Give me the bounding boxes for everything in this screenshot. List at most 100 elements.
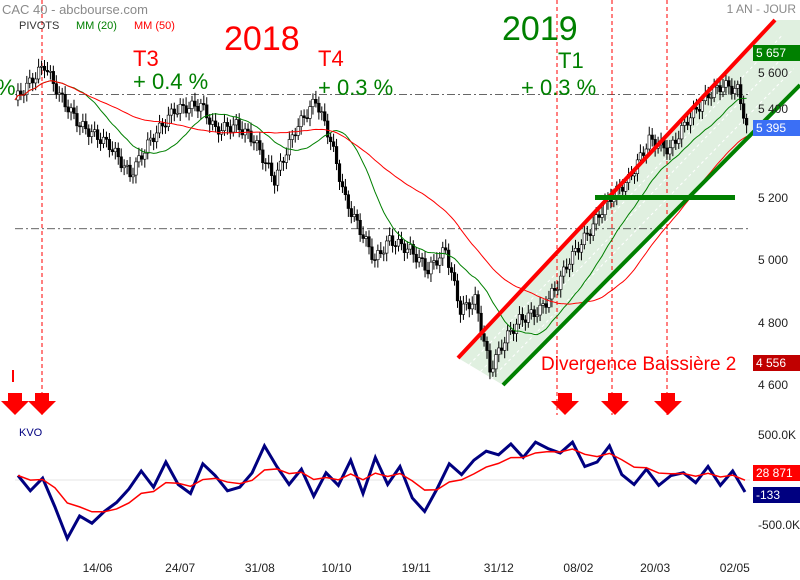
candle bbox=[317, 102, 321, 113]
x-tick: 31/08 bbox=[244, 561, 275, 575]
candle bbox=[293, 134, 297, 137]
candle bbox=[75, 113, 79, 127]
candle bbox=[441, 247, 445, 259]
candle bbox=[113, 147, 117, 153]
candle bbox=[63, 94, 67, 108]
candle bbox=[287, 139, 291, 156]
y-tick: 5 400 bbox=[758, 102, 789, 116]
candle bbox=[570, 251, 575, 265]
kvo-signal-tag: 28 871 bbox=[753, 465, 800, 481]
candle bbox=[588, 233, 592, 236]
x-tick: 19/11 bbox=[401, 561, 431, 575]
candle bbox=[641, 152, 645, 156]
candle bbox=[379, 250, 383, 255]
kvo-y-tick: 500.0K bbox=[758, 428, 797, 442]
candle bbox=[54, 83, 58, 95]
candle bbox=[211, 120, 215, 125]
candle bbox=[370, 246, 374, 260]
candle bbox=[199, 103, 203, 112]
candle bbox=[101, 136, 106, 144]
t1-label: T1 bbox=[558, 48, 584, 73]
candle bbox=[373, 259, 377, 261]
candle bbox=[128, 164, 132, 178]
candle bbox=[326, 120, 330, 138]
candle bbox=[432, 260, 436, 263]
candle bbox=[190, 100, 194, 109]
candle bbox=[184, 105, 188, 114]
candle bbox=[299, 115, 303, 127]
year-2019-label: 2019 bbox=[502, 10, 578, 48]
candle bbox=[275, 169, 280, 186]
down-arrow-icon bbox=[601, 393, 629, 415]
candle bbox=[402, 243, 407, 253]
mm50-line bbox=[14, 80, 747, 305]
legend-pivots: PIVOTS bbox=[19, 20, 60, 32]
candle bbox=[739, 84, 743, 104]
candle bbox=[517, 314, 522, 325]
candle bbox=[337, 163, 342, 182]
candle bbox=[405, 248, 409, 253]
candle bbox=[385, 240, 389, 254]
candle bbox=[532, 309, 536, 317]
candle bbox=[302, 115, 306, 118]
marker bbox=[12, 370, 14, 382]
candle bbox=[349, 208, 353, 217]
period-label[interactable]: 1 AN - JOUR bbox=[726, 2, 796, 16]
candle bbox=[700, 100, 704, 112]
high-price-tag: 5 657 bbox=[753, 45, 800, 61]
candle bbox=[485, 341, 489, 351]
candle bbox=[137, 155, 141, 163]
candle bbox=[45, 70, 50, 73]
candle bbox=[69, 107, 73, 113]
candle bbox=[323, 111, 327, 122]
x-tick: 10/10 bbox=[321, 561, 352, 575]
low-price-tag: 4 556 bbox=[753, 355, 800, 371]
candle bbox=[452, 272, 457, 282]
candle bbox=[175, 112, 179, 115]
down-arrow-icon bbox=[28, 393, 56, 415]
candle bbox=[140, 155, 144, 160]
candle bbox=[122, 165, 126, 169]
candle bbox=[621, 187, 625, 192]
candle bbox=[155, 132, 159, 143]
candle bbox=[565, 266, 569, 270]
candle bbox=[228, 126, 232, 133]
candle bbox=[671, 139, 675, 149]
trend-channel-fill bbox=[458, 20, 800, 385]
candle bbox=[647, 134, 651, 150]
t3-pct: + 0.4 % bbox=[133, 69, 209, 94]
candle bbox=[36, 66, 41, 80]
candle bbox=[93, 129, 97, 133]
candle bbox=[426, 269, 430, 275]
mm20-line bbox=[14, 80, 747, 336]
candle bbox=[39, 65, 44, 68]
candle bbox=[331, 141, 336, 147]
chart-title: CAC 40 - abcbourse.com bbox=[2, 2, 148, 17]
channel-lower-line bbox=[501, 83, 800, 387]
candle bbox=[258, 140, 262, 151]
candle bbox=[225, 122, 230, 127]
candle bbox=[358, 219, 362, 235]
candle bbox=[597, 214, 601, 218]
candle bbox=[632, 173, 637, 177]
candle bbox=[202, 103, 206, 106]
candle bbox=[246, 128, 250, 132]
y-tick: 5 600 bbox=[758, 66, 789, 80]
candle bbox=[744, 117, 749, 126]
candle bbox=[125, 164, 129, 167]
candle bbox=[264, 162, 268, 165]
candle bbox=[494, 354, 498, 370]
candle bbox=[255, 140, 259, 144]
candle bbox=[491, 368, 495, 373]
candle bbox=[146, 139, 150, 154]
candle bbox=[270, 162, 274, 176]
candle bbox=[334, 146, 339, 164]
candle bbox=[482, 333, 486, 342]
candle bbox=[559, 275, 563, 290]
legend-kvo: KVO bbox=[19, 427, 43, 439]
y-tick: 5 200 bbox=[758, 191, 789, 205]
candle bbox=[376, 250, 380, 260]
x-tick: 20/03 bbox=[640, 561, 671, 575]
candle bbox=[249, 130, 253, 143]
candle bbox=[237, 119, 241, 130]
